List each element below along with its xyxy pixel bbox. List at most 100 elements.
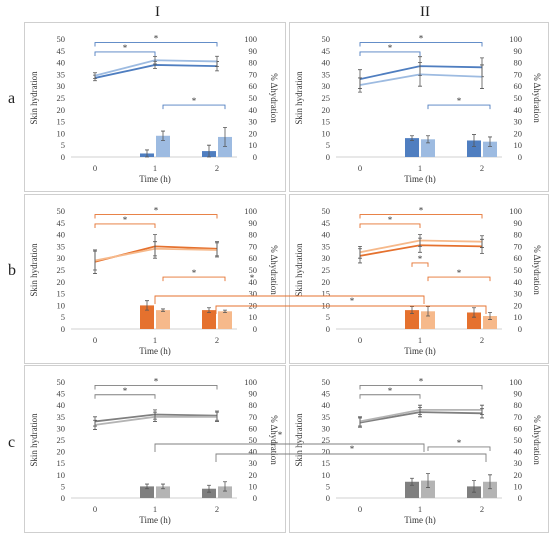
y-tick-label: 20 (322, 447, 331, 457)
y-tick-label: 5 (61, 481, 65, 491)
y-tick-label: 45 (57, 46, 66, 56)
y2-tick-label: 40 (514, 447, 523, 457)
y2-tick-label: 50 (514, 265, 523, 275)
y2-tick-label: 50 (514, 435, 523, 445)
y-tick-label: 20 (57, 447, 66, 457)
x-tick-label: 2 (480, 163, 484, 173)
bar-error-bar (145, 149, 149, 158)
bar (156, 135, 170, 157)
bar (483, 141, 497, 157)
bar (483, 316, 497, 329)
y2-tick-label: 80 (249, 400, 258, 410)
line-error-bar (93, 250, 97, 271)
column-title-2: II (420, 4, 430, 20)
y-tick-label: 15 (322, 117, 331, 127)
line-error-bar (153, 241, 157, 257)
y-axis-label: Skin hydration (294, 71, 304, 125)
y-tick-label: 45 (322, 218, 331, 228)
bar (218, 486, 232, 498)
y-tick-label: 10 (322, 300, 331, 310)
bar-error-bar (223, 481, 227, 492)
x-axis-label: Time (h) (404, 515, 435, 525)
y2-tick-label: 50 (249, 93, 258, 103)
panel-b-I: 0 5 10 15 20 25 30 35 40 45 50 0 10 20 30 40 50 60 70 80 90 1… (24, 194, 286, 364)
y2-tick-label: 30 (249, 289, 258, 299)
y-tick-label: 40 (57, 400, 66, 410)
y-axis-label: Skin hydration (29, 71, 39, 125)
y2-tick-label: 20 (249, 300, 258, 310)
bar (405, 310, 419, 329)
x-tick-label: 2 (480, 335, 484, 345)
y2-tick-label: 70 (514, 412, 523, 422)
significance-star: * (123, 215, 128, 225)
x-axis-label: Time (h) (139, 515, 170, 525)
bar-error-bar (161, 483, 165, 490)
bar-error-bar (207, 484, 211, 493)
series-line (94, 415, 217, 426)
bar (467, 312, 481, 329)
significance-star: * (154, 206, 159, 216)
y2-tick-label: 70 (514, 69, 523, 79)
y2-tick-label: 70 (514, 241, 523, 251)
significance-bracket (94, 214, 218, 219)
y2-tick-label: 60 (514, 81, 523, 91)
bar-error-bar (426, 473, 430, 488)
y2-tick-label: 90 (514, 218, 523, 228)
y-tick-label: 25 (322, 435, 331, 445)
line-error-bar (153, 411, 157, 422)
y2-tick-label: 0 (253, 152, 257, 162)
x-tick-label: 0 (93, 163, 97, 173)
y-tick-label: 40 (322, 230, 331, 240)
y2-tick-label: 50 (249, 435, 258, 445)
significance-star: * (418, 254, 423, 264)
x-tick-label: 2 (215, 335, 219, 345)
bar-error-bar (488, 312, 492, 320)
bar (202, 488, 216, 498)
x-tick-label: 0 (93, 335, 97, 345)
significance-bracket (359, 214, 483, 219)
y-tick-label: 0 (61, 324, 65, 334)
y2-tick-label: 60 (514, 253, 523, 263)
bar (483, 481, 497, 498)
line-error-bar (215, 55, 219, 68)
significance-bracket (94, 42, 218, 47)
y-axis-label: Skin hydration (29, 413, 39, 467)
significance-star: * (123, 43, 128, 53)
y-tick-label: 30 (57, 81, 66, 91)
y-tick-label: 50 (57, 377, 66, 387)
x-tick-label: 2 (480, 504, 484, 514)
y2-axis-label: % Δhydration (269, 73, 279, 123)
panel-c-I: 0 5 10 15 20 25 30 35 40 45 50 0 10 20 30 40 50 60 70 80 90 1… (24, 365, 286, 533)
y2-tick-label: 90 (514, 46, 523, 56)
x-tick-label: 0 (358, 163, 362, 173)
y-tick-label: 40 (322, 58, 331, 68)
y-tick-label: 5 (326, 312, 330, 322)
y-tick-label: 10 (322, 128, 331, 138)
y-tick-label: 35 (322, 241, 331, 251)
y2-tick-label: 100 (509, 206, 522, 216)
y-tick-label: 0 (326, 152, 330, 162)
significance-star: * (419, 34, 424, 44)
y2-tick-label: 70 (249, 241, 258, 251)
y-tick-label: 5 (326, 481, 330, 491)
y-tick-label: 10 (57, 300, 66, 310)
y2-tick-label: 10 (249, 140, 258, 150)
y-axis-label: Skin hydration (29, 243, 39, 297)
line-error-bar (215, 411, 219, 422)
y-tick-label: 40 (57, 58, 66, 68)
y-tick-label: 50 (322, 206, 331, 216)
y-tick-label: 0 (326, 493, 330, 503)
bar-error-bar (207, 144, 211, 158)
y2-tick-label: 100 (244, 377, 257, 387)
y2-tick-label: 90 (249, 218, 258, 228)
y-tick-label: 40 (322, 400, 331, 410)
y2-tick-label: 40 (514, 277, 523, 287)
chart-b-II: 0510152025303540455001020304050607080901… (294, 206, 542, 356)
y-tick-label: 10 (57, 128, 66, 138)
row-label-c: c (8, 434, 16, 451)
y2-axis-label: % Δhydration (269, 415, 279, 465)
y2-axis-label: % Δhydration (532, 245, 542, 295)
y-tick-label: 5 (61, 140, 65, 150)
y2-tick-label: 10 (514, 481, 523, 491)
y2-tick-label: 100 (509, 34, 522, 44)
